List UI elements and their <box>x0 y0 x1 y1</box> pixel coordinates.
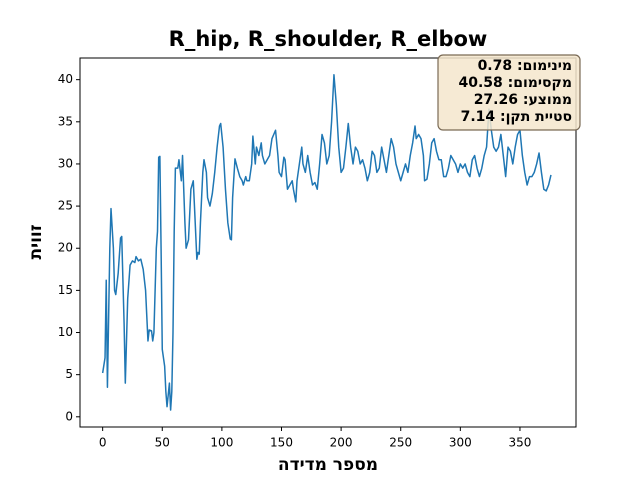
x-tick-label: 200 <box>330 436 353 450</box>
plot-frame <box>79 57 577 428</box>
x-tick-label: 0 <box>99 436 107 450</box>
x-axis-label: מספר מדידה <box>278 455 378 475</box>
x-tick-label: 300 <box>449 436 472 450</box>
x-tick-label: 250 <box>389 436 412 450</box>
stats-line: מינימום: 0.78 <box>478 58 572 74</box>
y-tick-label: 35 <box>58 114 73 128</box>
chart-title: R_hip, R_shoulder, R_elbow <box>169 27 488 51</box>
stats-line: ממוצע: 27.26 <box>474 92 572 108</box>
y-tick-label: 40 <box>58 72 73 86</box>
y-tick-label: 10 <box>58 325 73 339</box>
y-tick-label: 5 <box>65 367 73 381</box>
y-tick-label: 0 <box>65 409 73 423</box>
data-line <box>101 74 552 411</box>
y-tick-label: 15 <box>58 283 73 297</box>
x-tick-label: 150 <box>270 436 293 450</box>
stats-box <box>437 54 581 131</box>
x-tick-label: 350 <box>509 436 532 450</box>
y-tick-label: 30 <box>58 156 73 170</box>
y-tick-label: 25 <box>58 199 73 213</box>
y-axis-label: זווית <box>26 224 46 259</box>
x-tick-label: 50 <box>155 436 170 450</box>
stats-line: סטיית תקן: 7.14 <box>461 109 572 125</box>
stats-line: מקסימום: 40.58 <box>458 75 572 91</box>
x-tick-label: 100 <box>210 436 233 450</box>
y-tick-label: 20 <box>58 241 73 255</box>
